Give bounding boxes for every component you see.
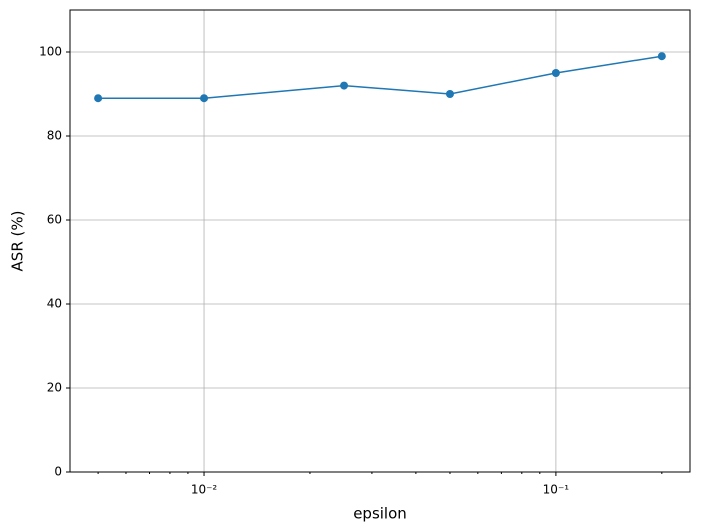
marker	[657, 52, 666, 61]
y-tick-label: 0	[54, 465, 62, 479]
y-tick-label: 40	[47, 297, 62, 311]
y-tick-label: 80	[47, 129, 62, 143]
x-tick-label: 10⁻¹	[543, 483, 570, 497]
x-axis-label: epsilon	[353, 505, 407, 523]
marker	[551, 69, 560, 77]
y-tick-label: 60	[47, 213, 62, 227]
marker	[94, 94, 103, 103]
y-tick-label: 20	[47, 381, 62, 395]
x-tick-label: 10⁻²	[191, 483, 218, 497]
y-tick-label: 100	[39, 45, 62, 59]
marker	[200, 94, 209, 103]
y-axis-label: ASR (%)	[9, 211, 27, 272]
plot-frame	[69, 9, 691, 473]
marker	[340, 81, 349, 90]
marker	[445, 90, 454, 98]
line	[98, 55, 662, 99]
